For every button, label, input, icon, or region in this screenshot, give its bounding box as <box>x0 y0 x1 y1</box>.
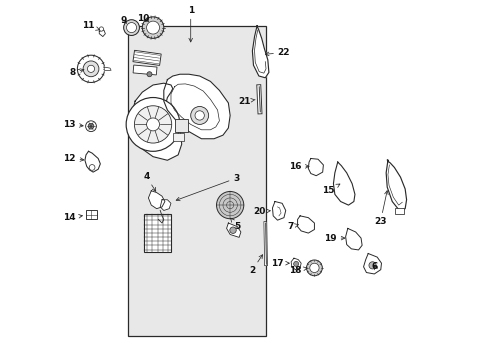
Text: 13: 13 <box>63 120 83 129</box>
Text: 14: 14 <box>63 213 82 222</box>
Text: 1: 1 <box>187 6 193 42</box>
Circle shape <box>309 263 319 273</box>
Circle shape <box>306 260 322 276</box>
Circle shape <box>123 20 139 36</box>
Polygon shape <box>290 258 301 270</box>
Bar <box>172 133 183 140</box>
Polygon shape <box>99 30 105 37</box>
Bar <box>394 208 403 214</box>
Circle shape <box>77 55 104 82</box>
Circle shape <box>190 107 208 125</box>
Polygon shape <box>163 74 230 139</box>
Bar <box>128 26 265 336</box>
Bar <box>133 50 161 66</box>
Polygon shape <box>85 151 100 172</box>
Circle shape <box>195 111 204 120</box>
Polygon shape <box>345 228 362 250</box>
Circle shape <box>368 262 375 269</box>
Text: 3: 3 <box>176 174 239 201</box>
Text: 18: 18 <box>289 266 306 275</box>
Polygon shape <box>131 83 182 160</box>
Text: 2: 2 <box>248 255 262 275</box>
Circle shape <box>126 98 180 151</box>
Text: 4: 4 <box>143 172 156 191</box>
Text: 21: 21 <box>238 96 255 105</box>
Bar <box>144 214 171 252</box>
Polygon shape <box>308 158 323 176</box>
Polygon shape <box>104 67 111 71</box>
Text: 12: 12 <box>63 154 83 163</box>
Text: 6: 6 <box>371 262 377 271</box>
Text: 23: 23 <box>373 191 387 226</box>
Circle shape <box>85 121 96 132</box>
Polygon shape <box>226 223 241 237</box>
Circle shape <box>142 17 163 39</box>
Circle shape <box>99 27 103 31</box>
Circle shape <box>146 21 159 34</box>
Bar <box>133 65 157 75</box>
Text: 11: 11 <box>82 21 100 30</box>
Polygon shape <box>386 160 406 211</box>
Text: 17: 17 <box>271 259 289 268</box>
Circle shape <box>126 23 136 33</box>
Text: 19: 19 <box>324 234 344 243</box>
Polygon shape <box>252 26 268 78</box>
Circle shape <box>293 261 298 266</box>
Text: 8: 8 <box>70 68 84 77</box>
Bar <box>86 211 97 220</box>
Bar <box>174 119 188 132</box>
Circle shape <box>87 65 94 72</box>
Circle shape <box>229 227 236 233</box>
Text: 9: 9 <box>120 16 126 25</box>
Polygon shape <box>160 200 171 211</box>
Text: 15: 15 <box>322 184 339 195</box>
Polygon shape <box>272 202 285 220</box>
Circle shape <box>216 192 244 219</box>
Polygon shape <box>363 253 381 274</box>
Text: 7: 7 <box>286 222 298 231</box>
Polygon shape <box>297 216 314 233</box>
Circle shape <box>134 106 171 143</box>
Text: 5: 5 <box>230 218 240 231</box>
Text: 20: 20 <box>252 207 270 216</box>
Text: 10: 10 <box>137 14 149 23</box>
Circle shape <box>147 72 152 77</box>
Text: 16: 16 <box>289 162 308 171</box>
Circle shape <box>83 61 99 77</box>
Polygon shape <box>148 191 164 209</box>
Circle shape <box>89 165 95 170</box>
Polygon shape <box>333 162 354 205</box>
Circle shape <box>88 123 94 129</box>
Text: 22: 22 <box>265 48 289 57</box>
Circle shape <box>146 118 159 131</box>
